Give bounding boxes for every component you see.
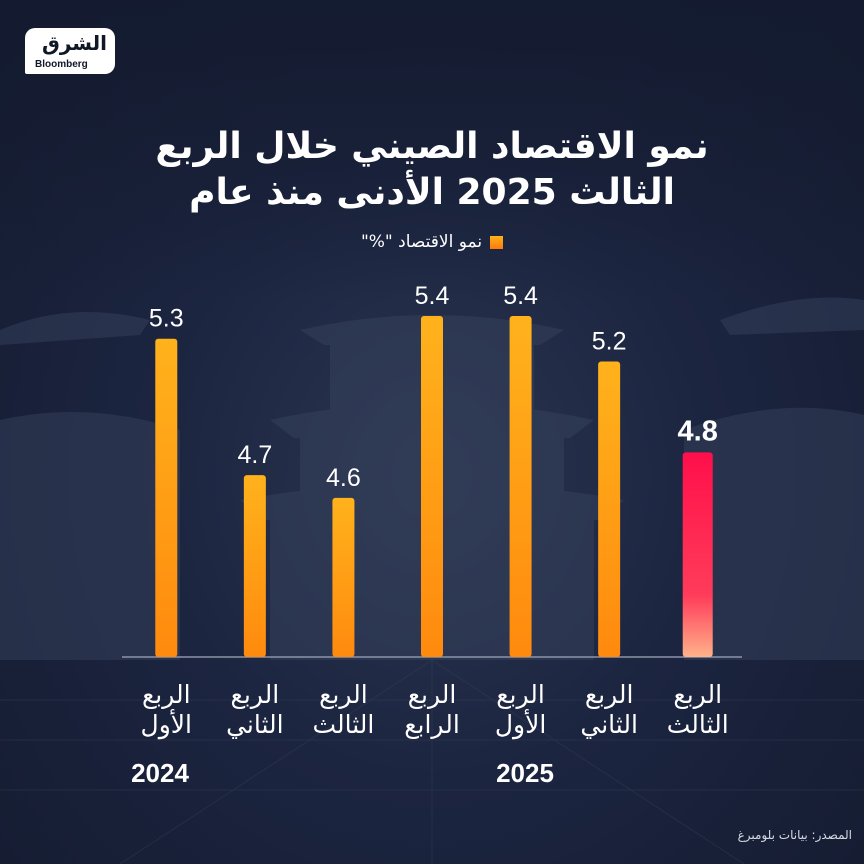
bar-value-label: 4.6: [326, 464, 361, 492]
x-tick-label-line: الأول: [494, 710, 547, 739]
chart-title-line: الثالث 2025 الأدنى منذ عام: [189, 172, 675, 213]
bars-group: [155, 316, 713, 657]
bar: [332, 497, 355, 657]
year-label-2025: 2025: [496, 758, 554, 788]
x-tick-label-line: الرابع: [404, 710, 460, 739]
bar: [421, 316, 443, 657]
x-tick-label: الربع الثاني: [207, 680, 303, 740]
legend: نمو الاقتصاد "%": [300, 232, 564, 252]
legend-swatch: [490, 235, 504, 249]
bar-value-label: 5.4: [415, 282, 450, 310]
floor-grid: [0, 659, 864, 864]
bar: [598, 361, 621, 657]
chart-title: نمو الاقتصاد الصيني خلال الربع الثالث 20…: [60, 124, 804, 216]
bar-value-label: 5.4: [503, 282, 538, 310]
logo-brand-text: الشرق: [41, 31, 108, 55]
x-tick-label: الربع الأول: [473, 680, 569, 740]
bar: [509, 316, 532, 657]
chart-title-line: نمو الاقتصاد الصيني خلال الربع: [155, 126, 709, 167]
x-tick-label-line: الربع: [496, 680, 545, 709]
bar-value-label: 5.2: [592, 327, 627, 355]
x-tick-label: الربع الثالث: [650, 680, 746, 740]
x-tick-label-line: الثاني: [580, 710, 638, 739]
x-tick-label-line: الربع: [584, 680, 634, 709]
x-tick-label: الربع الثالث: [295, 680, 391, 740]
bar: [155, 338, 178, 657]
x-tick-label: الربع الأول: [118, 680, 214, 740]
value-labels-group: 5.3 4.7 4.6 5.4 5.4 5.2 4.8: [149, 282, 718, 492]
bar-value-label: 4.8: [678, 415, 718, 447]
x-tick-label-line: الثالث: [666, 710, 729, 739]
x-tick-label-line: الربع: [230, 680, 280, 709]
x-tick-label-line: الثاني: [226, 710, 284, 739]
x-tick-label-line: الربع: [407, 680, 457, 709]
year-label-2024: 2024: [131, 758, 189, 788]
bar-value-label: 4.7: [237, 441, 272, 469]
source-note: المصدر: بيانات بلومبرغ: [737, 828, 852, 842]
x-tick-label-line: الربع: [141, 680, 191, 709]
x-tick-label: الربع الرابع: [384, 680, 480, 740]
x-tick-label-line: الربع: [319, 680, 368, 709]
bar: [243, 475, 266, 657]
bar-highlight: [682, 452, 713, 657]
brand-logo: الشرق Bloomberg: [25, 28, 115, 74]
x-tick-label-line: الأول: [140, 710, 192, 739]
logo-partner-text: Bloomberg: [35, 59, 88, 70]
x-tick-label-line: الربع: [673, 680, 723, 709]
x-tick-label: الربع الثاني: [561, 680, 657, 740]
x-tick-label-line: الثالث: [312, 710, 375, 739]
legend-label: نمو الاقتصاد "%": [360, 232, 483, 252]
bar-value-label: 5.3: [149, 305, 184, 333]
